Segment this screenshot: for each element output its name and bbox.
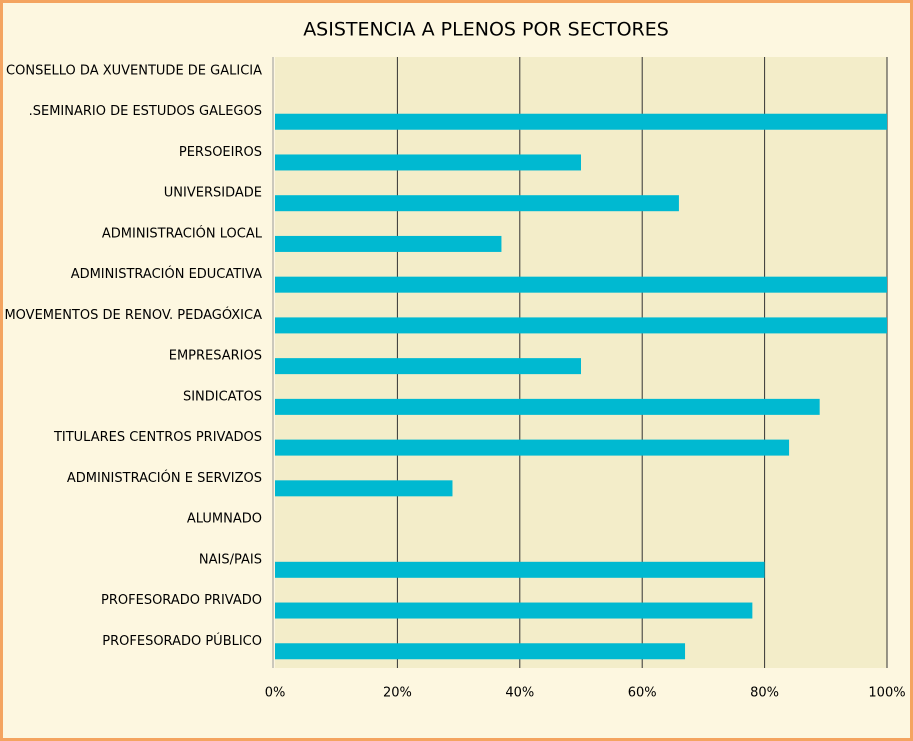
x-tick-label: 0% bbox=[265, 686, 286, 701]
y-tick-label: NAIS/PAIS bbox=[199, 552, 262, 567]
y-tick-label: PROFESORADO PÚBLICO bbox=[102, 633, 262, 649]
y-tick-label: ADMINISTRACIÓN E SERVIZOS bbox=[67, 470, 262, 486]
bar bbox=[275, 602, 753, 619]
x-tick-label: 100% bbox=[868, 686, 905, 701]
y-tick-label: .SEMINARIO DE ESTUDOS GALEGOS bbox=[29, 104, 262, 119]
bar bbox=[275, 480, 453, 497]
bar bbox=[275, 276, 887, 293]
bar bbox=[275, 235, 502, 252]
y-tick-label: ALUMNADO bbox=[187, 512, 262, 527]
y-tick-label: UNIVERSIDADE bbox=[164, 186, 262, 201]
y-tick-label: EMPRESARIOS bbox=[169, 349, 262, 364]
y-tick-label: ADMINISTRACIÓN EDUCATIVA bbox=[71, 266, 262, 282]
y-tick-label: PERSOEIROS bbox=[179, 145, 262, 160]
chart-title: ASISTENCIA A PLENOS POR SECTORES bbox=[303, 19, 669, 41]
x-tick-label: 20% bbox=[383, 686, 412, 701]
y-tick-label: TITULARES CENTROS PRIVADOS bbox=[53, 430, 262, 445]
bar bbox=[275, 195, 679, 212]
bar bbox=[275, 561, 765, 578]
bar bbox=[275, 398, 820, 415]
x-tick-label: 40% bbox=[505, 686, 534, 701]
bar bbox=[275, 439, 790, 456]
y-tick-label: MOVEMENTOS DE RENOV. PEDAGÓXICA bbox=[4, 307, 262, 323]
y-tick-label: PROFESORADO PRIVADO bbox=[101, 593, 262, 608]
bar bbox=[275, 358, 581, 375]
bar bbox=[275, 113, 887, 130]
bar bbox=[275, 154, 581, 171]
x-tick-label: 60% bbox=[628, 686, 657, 701]
bar bbox=[275, 643, 686, 660]
x-tick-label: 80% bbox=[750, 686, 779, 701]
y-tick-label: ADMINISTRACIÓN LOCAL bbox=[102, 225, 263, 241]
y-tick-label: CONSELLO DA XUVENTUDE DE GALICIA bbox=[6, 64, 262, 79]
bar bbox=[275, 317, 887, 334]
y-tick-label: SINDICATOS bbox=[183, 389, 262, 404]
